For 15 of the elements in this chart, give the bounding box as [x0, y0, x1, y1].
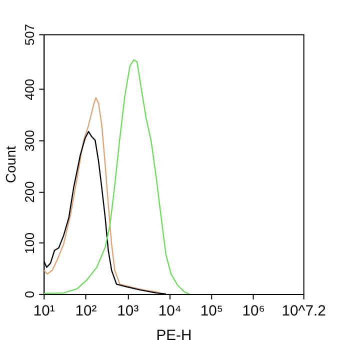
x-tick-label: 10⁵: [200, 303, 224, 320]
x-tick-label: 10³: [117, 303, 139, 320]
x-tick-label: 10⁴: [158, 303, 182, 320]
y-tick-label: 200: [22, 181, 38, 203]
y-tick-label: 300: [22, 130, 38, 152]
y-tick-label: 400: [22, 78, 38, 100]
x-tick-label: 10^7.2: [282, 303, 326, 320]
x-axis-title: PE-H: [156, 328, 192, 344]
x-tick-label: 10¹: [33, 303, 55, 320]
y-axis-title: Count: [2, 146, 18, 184]
y-tick-label: 100: [22, 232, 38, 254]
x-tick-label: 10²: [75, 303, 97, 320]
x-tick-label: 10⁶: [242, 303, 265, 320]
y-tick-label: 0: [22, 290, 38, 298]
y-tick-label: 507: [22, 24, 38, 46]
